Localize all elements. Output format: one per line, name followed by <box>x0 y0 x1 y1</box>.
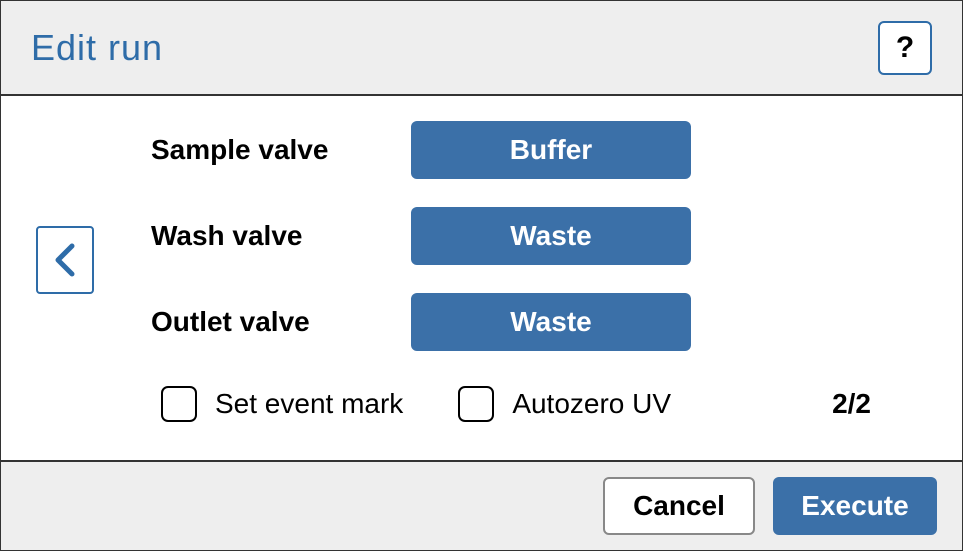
dialog-footer: Cancel Execute <box>1 460 962 550</box>
previous-page-button[interactable] <box>36 226 94 294</box>
checkbox-row: Set event mark Autozero UV 2/2 <box>151 386 911 422</box>
page-indicator: 2/2 <box>832 388 871 420</box>
event-mark-checkbox[interactable] <box>161 386 197 422</box>
dialog-body: Sample valve Buffer Wash valve Waste Out… <box>1 96 962 460</box>
chevron-left-icon <box>54 242 76 278</box>
sample-valve-label: Sample valve <box>151 134 411 166</box>
help-button[interactable]: ? <box>878 21 932 75</box>
autozero-checkbox[interactable] <box>458 386 494 422</box>
wash-valve-label: Wash valve <box>151 220 411 252</box>
outlet-valve-value: Waste <box>510 306 591 338</box>
wash-valve-value: Waste <box>510 220 591 252</box>
outlet-valve-dropdown[interactable]: Waste <box>411 293 691 351</box>
dialog-title: Edit run <box>31 27 163 69</box>
wash-valve-dropdown[interactable]: Waste <box>411 207 691 265</box>
cancel-button[interactable]: Cancel <box>603 477 755 535</box>
sample-valve-dropdown[interactable]: Buffer <box>411 121 691 179</box>
outlet-valve-row: Outlet valve Waste <box>151 293 911 351</box>
sample-valve-row: Sample valve Buffer <box>151 121 911 179</box>
content-area: Sample valve Buffer Wash valve Waste Out… <box>151 121 911 422</box>
dialog-header: Edit run ? <box>1 1 962 96</box>
edit-run-dialog: Edit run ? Sample valve Buffer Wash valv… <box>0 0 963 551</box>
execute-button[interactable]: Execute <box>773 477 937 535</box>
wash-valve-row: Wash valve Waste <box>151 207 911 265</box>
event-mark-label: Set event mark <box>215 388 403 420</box>
outlet-valve-label: Outlet valve <box>151 306 411 338</box>
sample-valve-value: Buffer <box>510 134 592 166</box>
autozero-label: Autozero UV <box>512 388 671 420</box>
